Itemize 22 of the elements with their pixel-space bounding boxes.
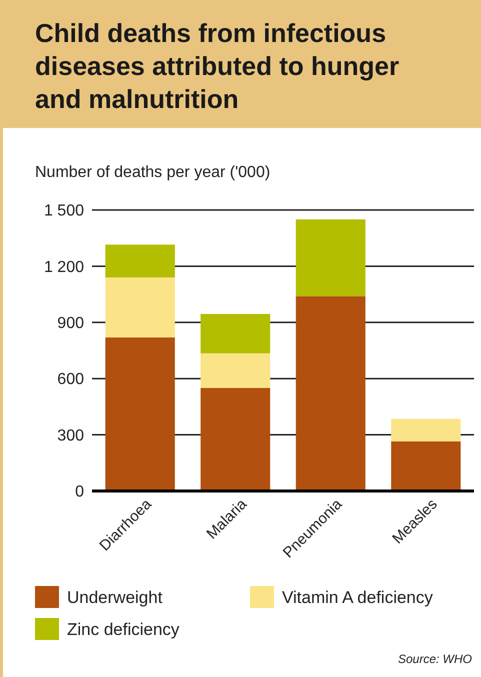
bar [296, 296, 366, 491]
y-tick-label: 900 [57, 315, 84, 332]
source-note: Source: WHO [398, 652, 472, 666]
legend-label: Zinc deficiency [67, 620, 180, 639]
legend-label: Vitamin A deficiency [282, 588, 434, 607]
bar [391, 441, 461, 491]
y-tick-label: 300 [57, 427, 84, 444]
bar [200, 353, 270, 388]
y-axis-title: Number of deaths per year ('000) [35, 164, 270, 181]
bar [105, 244, 175, 278]
legend-label: Underweight [67, 588, 163, 607]
bar [105, 337, 175, 491]
bar [200, 388, 270, 491]
bar [105, 277, 175, 338]
y-tick-label: 1 200 [44, 258, 84, 276]
bar [200, 314, 270, 354]
bar [296, 219, 366, 296]
y-tick-label: 1 500 [44, 202, 84, 220]
y-tick-label: 0 [75, 484, 84, 501]
chart-title: Child deaths from infectious diseases attributed to hunger and malnutrition [35, 18, 400, 114]
y-tick-label: 600 [57, 371, 84, 388]
bar [391, 418, 461, 442]
